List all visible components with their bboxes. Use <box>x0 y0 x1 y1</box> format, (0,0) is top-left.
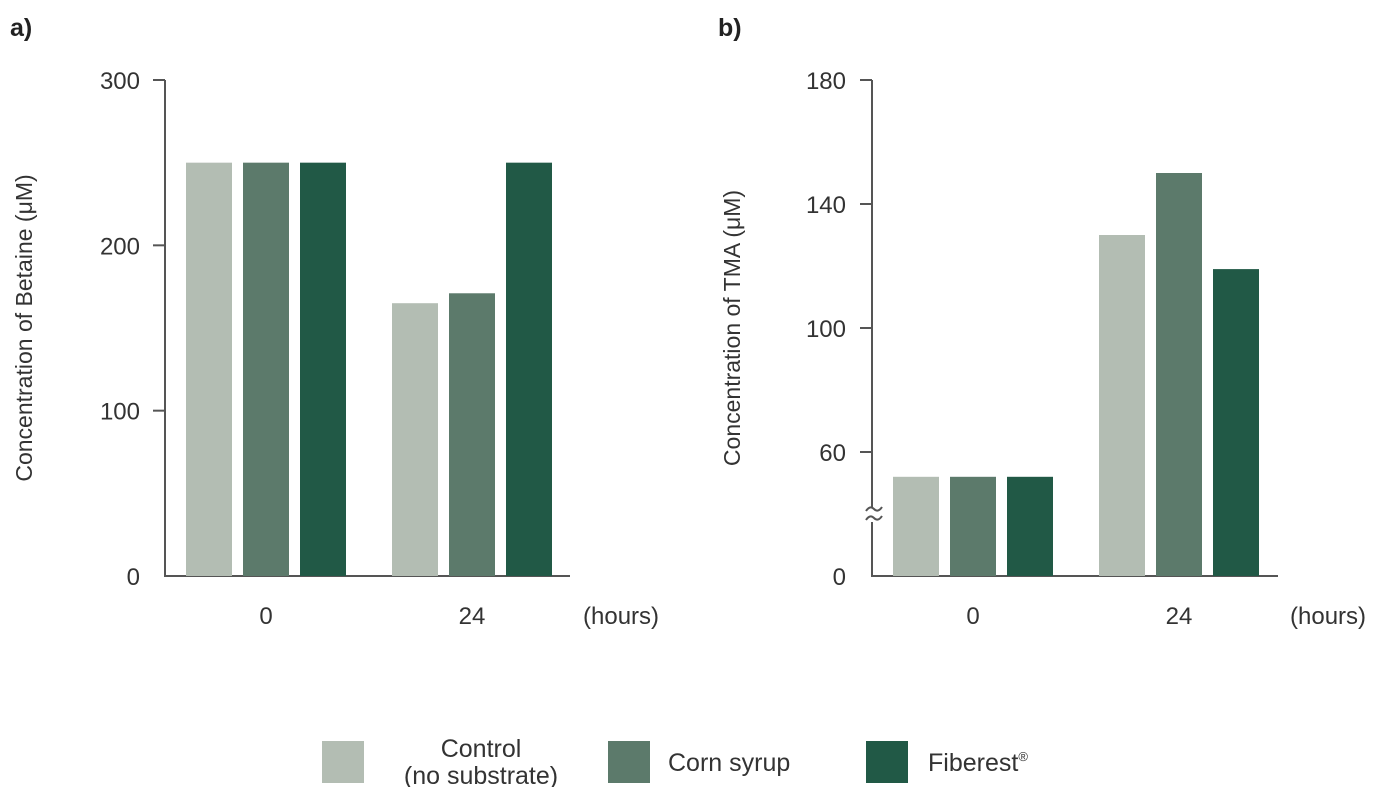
panel-a-x-tick-label: 0 <box>259 603 272 630</box>
panel-b-axis-break-upper <box>865 506 883 512</box>
panel-a-bar-corn-0h <box>243 162 289 576</box>
panel-a-x-tick-label: 24 <box>459 603 486 630</box>
panel-b-bar-fiberest-0h <box>1007 476 1053 576</box>
panel-b-bar-corn-0h <box>950 476 996 576</box>
panel-a-y-axis-label: Concentration of Betaine (μM) <box>11 174 37 481</box>
legend-swatch-corn-syrup <box>608 741 650 783</box>
panel-b-y-tick-label: 140 <box>806 192 846 219</box>
panel-a-bar-corn-24h <box>449 293 495 576</box>
legend-label-fiberest-name: Fiberest <box>928 749 1018 777</box>
legend-label-corn-syrup: Corn syrup <box>668 749 790 777</box>
panel-b-bar-control-24h <box>1099 235 1145 576</box>
panel-a-bar-control-0h <box>186 162 232 576</box>
panel-b-axis-break-lower <box>865 515 883 521</box>
panel-b-x-unit: (hours) <box>1290 603 1366 630</box>
panel-a-y-tick-label: 0 <box>127 564 140 591</box>
legend-label-fiberest: Fiberest® <box>928 749 1028 777</box>
panel-b-x-tick-label: 0 <box>966 603 979 630</box>
panel-b-bar-corn-24h <box>1156 173 1202 576</box>
legend-label-control-line1: Control <box>441 735 522 763</box>
panel-a-bar-fiberest-24h <box>506 162 552 576</box>
panel-b-label: b) <box>718 14 742 42</box>
panel-b-bar-fiberest-24h <box>1213 269 1259 576</box>
legend-swatch-control <box>322 741 364 783</box>
panel-a-bar-control-24h <box>392 303 438 576</box>
panel-a-bar-fiberest-0h <box>300 162 346 576</box>
panel-b-y-tick-label: 60 <box>819 440 846 467</box>
legend-swatch-fiberest <box>866 741 908 783</box>
panel-a: a) Concentration of Betaine (μM) (hours)… <box>10 14 659 630</box>
panel-b-y-tick-label: 0 <box>833 564 846 591</box>
panel-b-y-tick-label: 100 <box>806 316 846 343</box>
panel-b-y-tick-label: 180 <box>806 68 846 95</box>
panel-b-bar-control-0h <box>893 476 939 576</box>
panel-a-y-tick-label: 100 <box>100 399 140 426</box>
panel-a-x-unit: (hours) <box>583 603 659 630</box>
legend-label-fiberest-registered-mark: ® <box>1018 749 1028 764</box>
panel-a-label: a) <box>10 14 32 42</box>
legend-label-control-line2: (no substrate) <box>404 762 558 787</box>
panel-a-y-tick-label: 200 <box>100 233 140 260</box>
panel-b-x-tick-label: 24 <box>1166 603 1193 630</box>
panel-a-y-tick-label: 300 <box>100 68 140 95</box>
legend: Control (no substrate) Corn syrup Fibere… <box>322 735 1028 787</box>
panel-b: b) Concentration of TMA (μM) (hours) 0 60… <box>718 14 1366 630</box>
panel-b-y-axis-label: Concentration of TMA (μM) <box>719 190 745 466</box>
